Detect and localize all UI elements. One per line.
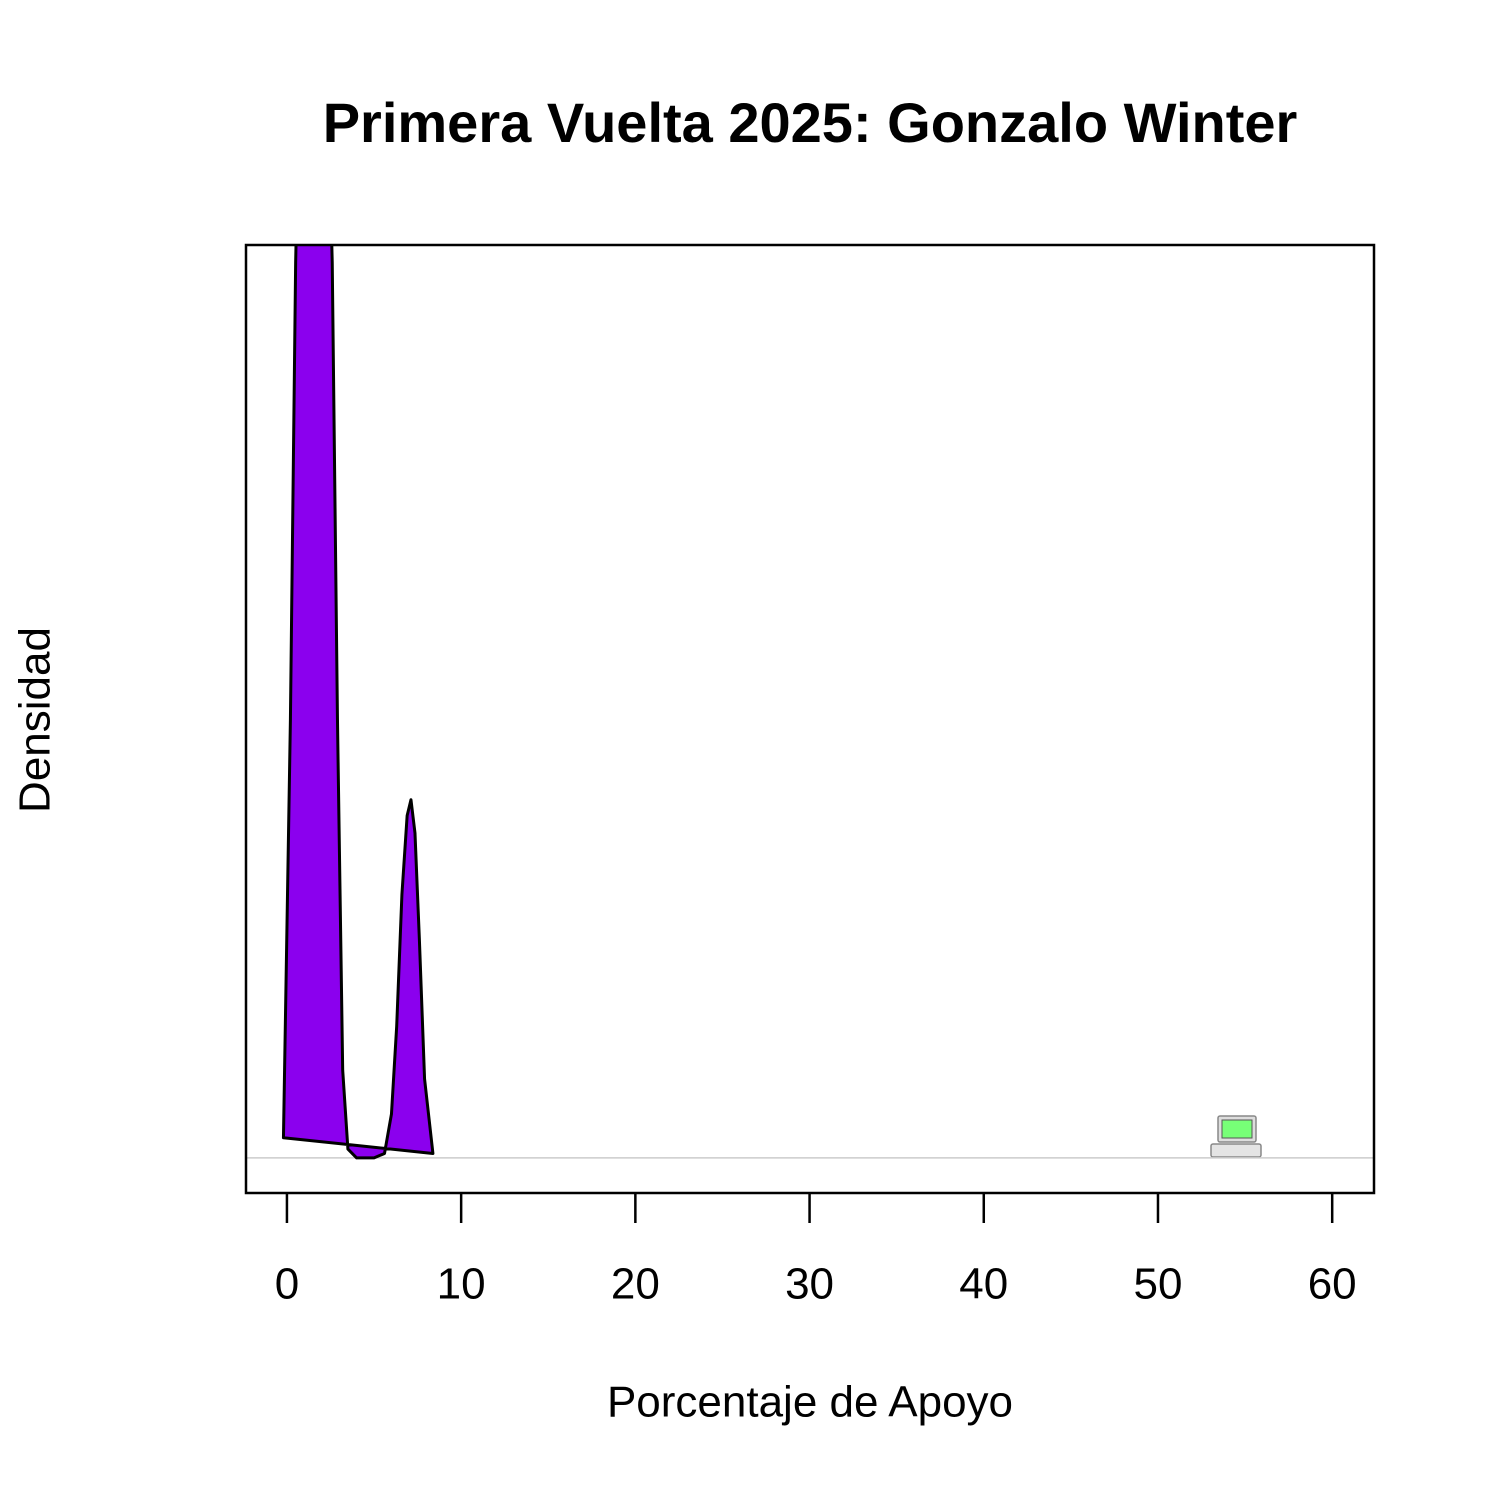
chart-title: Primera Vuelta 2025: Gonzalo Winter bbox=[323, 91, 1298, 154]
x-tick-label: 20 bbox=[611, 1260, 660, 1309]
y-axis-label: Densidad bbox=[11, 627, 60, 813]
x-axis-label: Porcentaje de Apoyo bbox=[607, 1378, 1013, 1427]
x-tick-label: 40 bbox=[959, 1260, 1008, 1309]
density-area bbox=[281, 245, 435, 1160]
x-tick-label: 50 bbox=[1134, 1260, 1183, 1309]
x-tick-label: 60 bbox=[1308, 1260, 1357, 1309]
computer-icon bbox=[1210, 1115, 1262, 1158]
x-tick-label: 0 bbox=[275, 1260, 299, 1309]
x-tick-label: 10 bbox=[437, 1260, 486, 1309]
plot-area bbox=[246, 245, 1374, 1160]
x-tick-label: 30 bbox=[785, 1260, 834, 1309]
